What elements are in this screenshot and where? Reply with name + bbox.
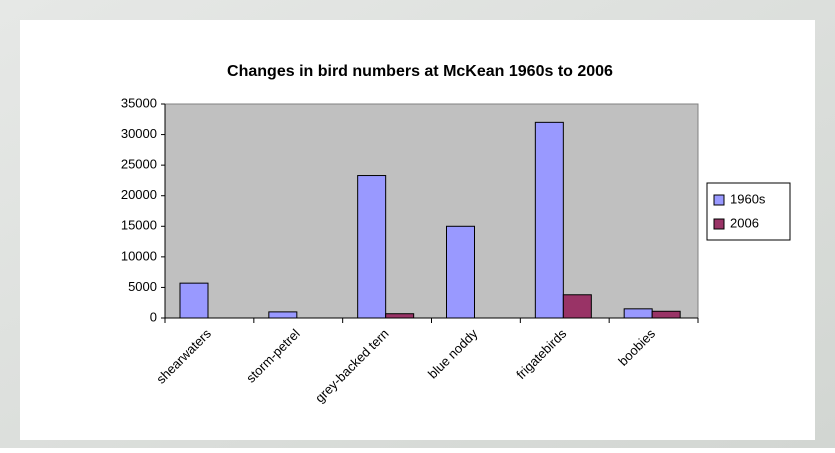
bar (385, 313, 415, 319)
bar (446, 225, 475, 319)
legend-swatch (713, 218, 725, 230)
bar (623, 308, 653, 319)
y-tick-label: 5000 (128, 279, 157, 294)
legend-swatch (713, 194, 725, 206)
bar (534, 121, 564, 319)
legend (706, 182, 791, 241)
y-tick-label: 15000 (121, 218, 157, 233)
chart-title: Changes in bird numbers at McKean 1960s … (227, 63, 613, 80)
legend-label: 2006 (730, 215, 759, 230)
y-tick-label: 25000 (121, 157, 157, 172)
bar (651, 310, 681, 319)
y-tick-label: 20000 (121, 187, 157, 202)
y-tick-label: 0 (150, 309, 157, 324)
y-tick-label: 35000 (121, 95, 157, 110)
plot-area (164, 103, 699, 319)
bar (357, 175, 387, 319)
legend-label: 1960s (730, 191, 766, 206)
y-tick-label: 30000 (121, 126, 157, 141)
y-tick-label: 10000 (121, 248, 157, 263)
bar (268, 311, 298, 319)
bar (179, 282, 209, 319)
bar (562, 294, 592, 319)
